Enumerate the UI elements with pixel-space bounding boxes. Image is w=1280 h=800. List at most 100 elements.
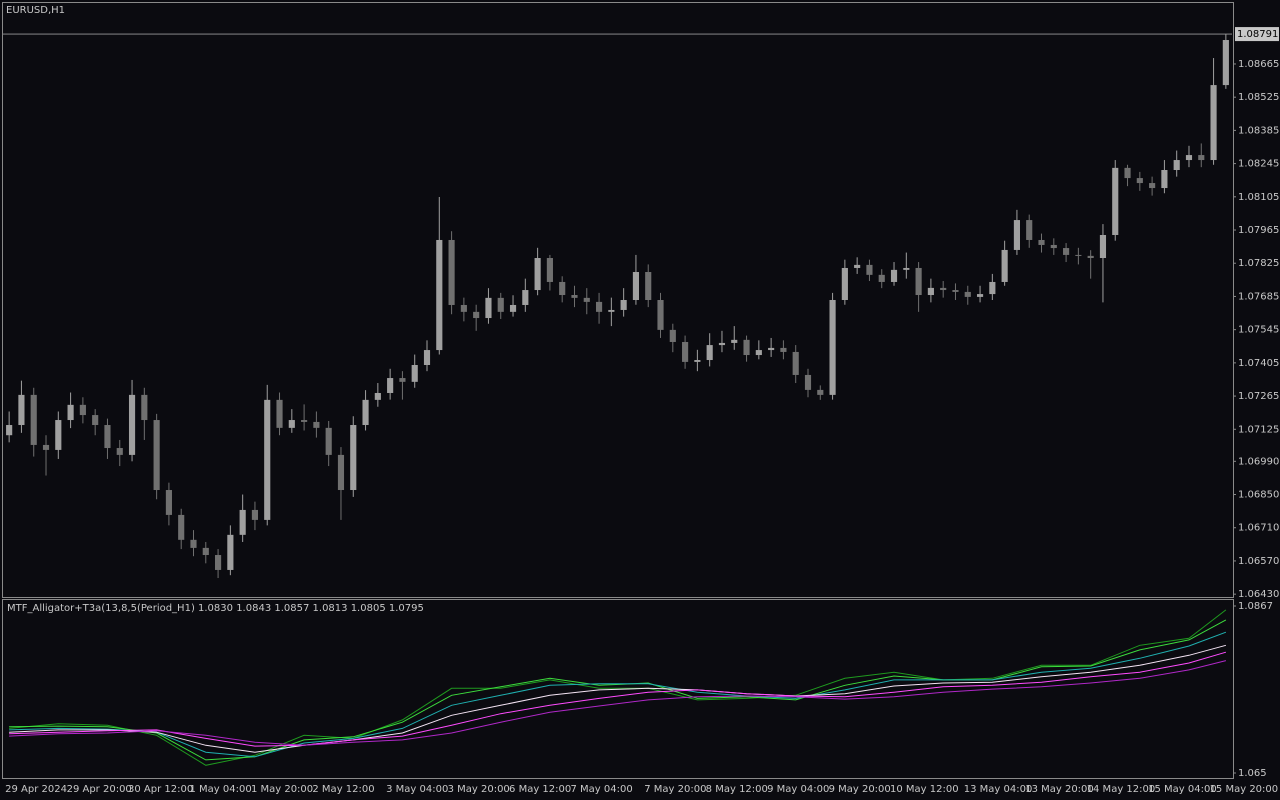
candle-body (1001, 249, 1008, 282)
candle-body (1087, 255, 1094, 259)
candle-body (337, 454, 345, 491)
candle-body (1038, 239, 1045, 245)
candle-body (632, 272, 640, 300)
x-tick-label: 1 May 04:00 (189, 784, 251, 795)
indicator-line (9, 651, 1227, 747)
candle-body (116, 448, 123, 455)
candle-body (42, 444, 50, 450)
x-tick-label: 14 May 12:00 (1087, 784, 1156, 795)
x-tick-label: 15 May 20:00 (1210, 784, 1279, 795)
candle-body (841, 267, 848, 300)
candle-body (755, 350, 762, 356)
y-tick-label: 1.07825 (1238, 258, 1279, 269)
y-tick-label: 1.07545 (1238, 325, 1279, 336)
candle-body (276, 399, 283, 428)
y-tick-label: 1.065 (1238, 768, 1267, 779)
candle-body (694, 360, 701, 362)
candle-body (952, 290, 959, 292)
candle-body (350, 425, 357, 491)
candle-body (608, 309, 615, 312)
candle-body (780, 347, 787, 352)
candle-body (878, 274, 885, 282)
candle-body (915, 267, 922, 296)
candle-body (227, 534, 234, 570)
indicator-line (9, 644, 1227, 753)
candle-body (387, 378, 394, 393)
y-tick-label: 1.08665 (1238, 59, 1279, 70)
x-tick-label: 8 May 12:00 (706, 784, 768, 795)
candle-body (485, 297, 492, 319)
candle-body (964, 291, 971, 297)
y-tick-label: 1.08385 (1238, 125, 1279, 136)
candle-body (854, 264, 861, 268)
candle-body (1136, 178, 1143, 184)
candle-body (30, 394, 37, 445)
x-tick-label: 2 May 12:00 (312, 784, 374, 795)
candle-body (1173, 160, 1180, 171)
candle-body (657, 300, 664, 330)
y-tick-label: 1.06990 (1238, 456, 1279, 467)
y-tick-label: 1.07125 (1238, 424, 1279, 435)
x-tick-label: 15 May 04:00 (1148, 784, 1217, 795)
candle-body (669, 329, 676, 342)
candle-body (1149, 183, 1156, 189)
indicator-line (9, 609, 1227, 766)
candle-body (1210, 85, 1217, 161)
x-tick-label: 6 May 12:00 (509, 784, 571, 795)
candle-body (890, 269, 898, 282)
candle-body (18, 394, 25, 426)
candle-body (473, 311, 480, 319)
candle-body (55, 420, 62, 450)
candle-body (903, 267, 910, 270)
candle-body (804, 374, 812, 390)
candle-body (67, 404, 74, 421)
x-tick-label: 3 May 04:00 (386, 784, 448, 795)
candle-body (423, 350, 431, 365)
candle-body (1063, 248, 1070, 255)
candle-body (976, 294, 984, 297)
y-tick-label: 1.07405 (1238, 358, 1279, 369)
candle-body (989, 281, 996, 295)
y-tick-label: 1.08525 (1238, 92, 1279, 103)
y-tick-label: 1.06850 (1238, 490, 1279, 501)
x-tick-label: 1 May 20:00 (251, 784, 313, 795)
candle-body (866, 264, 873, 275)
candle-body (202, 547, 209, 556)
candle-body (645, 272, 652, 300)
candle-body (559, 281, 566, 296)
candle-body (817, 389, 824, 395)
candle-body (92, 415, 99, 426)
x-tick-label: 10 May 12:00 (890, 784, 959, 795)
y-tick-label: 1.08245 (1238, 159, 1279, 170)
candle-body (448, 239, 455, 305)
candle-body (165, 490, 172, 515)
candle-body (1050, 244, 1057, 249)
candle-body (251, 509, 259, 520)
y-tick-label: 1.06710 (1238, 523, 1279, 534)
x-tick-label: 7 May 20:00 (644, 784, 706, 795)
last-price-label: 1.08791 (1237, 29, 1278, 40)
indicator-panel (2, 599, 1234, 779)
candle-body (829, 300, 836, 395)
candle-body (325, 427, 332, 455)
x-tick-label: 9 May 04:00 (767, 784, 829, 795)
candle-body (792, 351, 799, 375)
candle-body (239, 509, 246, 535)
candle-body (399, 378, 406, 382)
candle-body (104, 425, 111, 449)
y-tick-label: 1.0867 (1238, 601, 1273, 612)
y-tick-label: 1.07965 (1238, 225, 1279, 236)
candle-body (1185, 155, 1193, 161)
candle-body (682, 341, 689, 362)
candle-body (571, 295, 578, 298)
candle-body (718, 342, 726, 346)
candle-body (546, 258, 553, 282)
x-tick-label: 7 May 04:00 (570, 784, 632, 795)
candle-body (522, 290, 529, 305)
candle-body (1013, 220, 1020, 250)
candle-body (743, 339, 750, 356)
candle-body (215, 555, 222, 570)
